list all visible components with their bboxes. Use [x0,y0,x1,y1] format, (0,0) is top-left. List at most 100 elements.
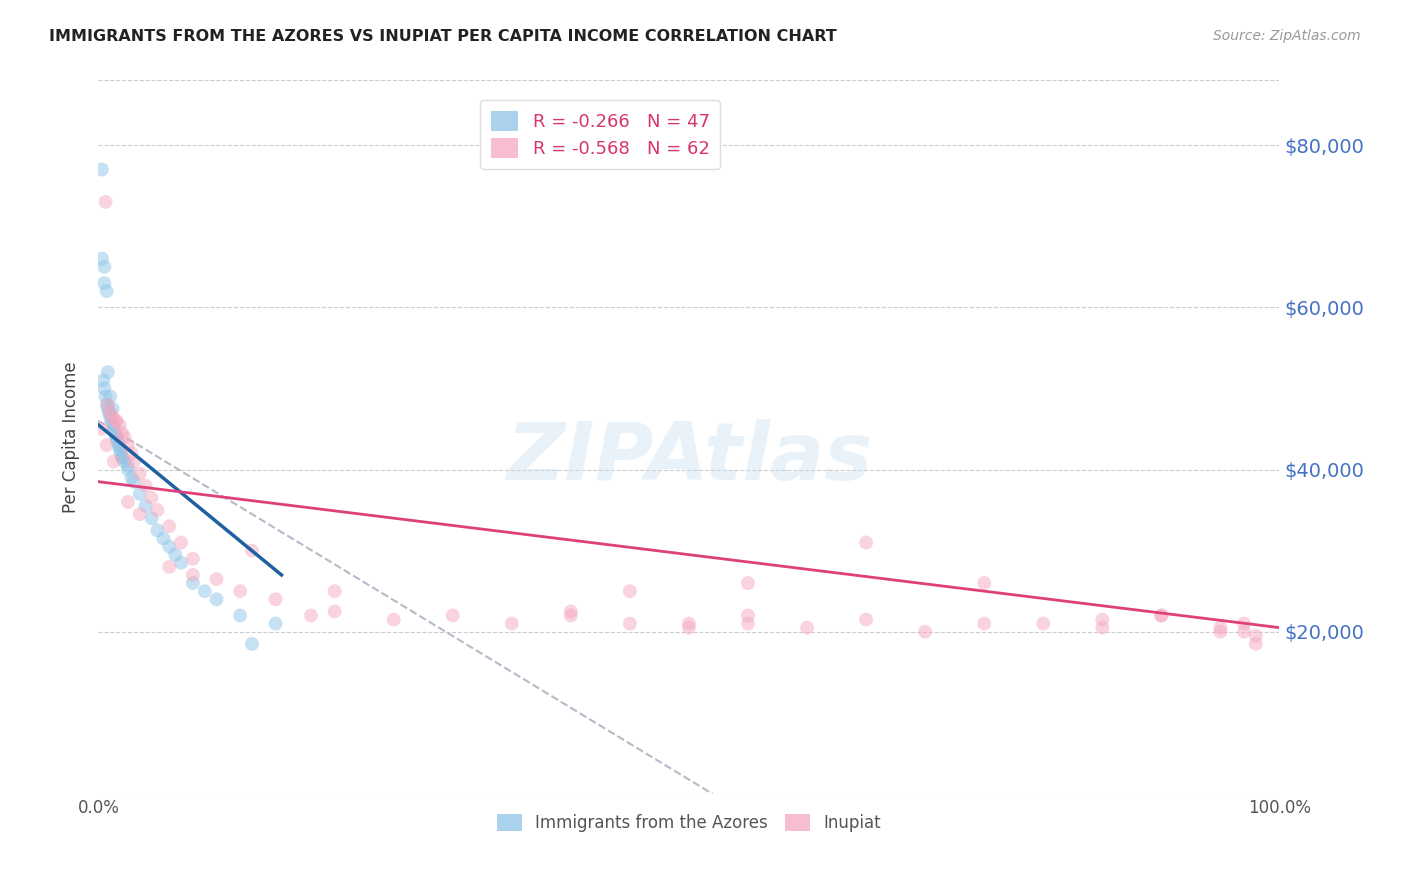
Point [1150,608,1173,623]
Point [157,559,180,574]
Point [91,252,114,266]
Point [91,162,114,177]
Point [117,495,139,509]
Point [1032,616,1054,631]
Point [170,556,193,570]
Point [157,540,180,554]
Point [678,616,700,631]
Point [122,454,145,468]
Text: Source: ZipAtlas.com: Source: ZipAtlas.com [1213,29,1361,43]
Point [103,454,125,468]
Point [110,446,132,460]
Point [205,572,228,586]
Point [105,414,128,428]
Point [323,604,346,618]
Point [97,365,120,379]
Point [1233,616,1256,631]
Point [737,616,759,631]
Point [98,406,121,420]
Point [205,592,228,607]
Point [128,507,150,521]
Point [94,194,117,209]
Point [501,616,523,631]
Point [93,381,115,395]
Text: IMMIGRANTS FROM THE AZORES VS INUPIAT PER CAPITA INCOME CORRELATION CHART: IMMIGRANTS FROM THE AZORES VS INUPIAT PE… [49,29,837,44]
Point [181,568,204,582]
Point [105,430,128,444]
Point [619,616,641,631]
Point [93,260,115,274]
Point [382,613,405,627]
Point [108,438,131,452]
Point [323,584,346,599]
Point [105,414,128,428]
Point [91,422,114,436]
Point [1091,621,1114,635]
Point [104,425,127,440]
Y-axis label: Per Capita Income: Per Capita Income [62,361,80,513]
Point [240,543,263,558]
Point [737,608,759,623]
Point [96,438,118,452]
Point [107,438,129,452]
Point [229,584,252,599]
Point [181,551,204,566]
Point [103,422,125,436]
Point [98,409,121,424]
Point [181,576,204,591]
Point [1244,629,1267,643]
Point [1150,608,1173,623]
Point [170,535,193,549]
Point [560,604,582,618]
Point [264,592,287,607]
Point [96,398,118,412]
Point [146,524,169,538]
Point [108,417,131,432]
Point [111,425,134,440]
Point [105,430,128,444]
Point [855,613,877,627]
Point [111,450,134,465]
Point [128,467,150,481]
Point [678,621,700,635]
Point [121,446,143,460]
Point [141,491,163,505]
Point [97,398,120,412]
Point [117,438,139,452]
Point [194,584,217,599]
Point [122,475,145,489]
Point [240,637,263,651]
Point [94,390,117,404]
Point [112,430,135,444]
Point [112,454,135,468]
Point [264,616,287,631]
Point [91,373,114,387]
Text: ZIPAtlas: ZIPAtlas [506,419,872,498]
Point [973,576,995,591]
Point [146,503,169,517]
Point [560,608,582,623]
Point [108,442,131,457]
Legend: Immigrants from the Azores, Inupiat: Immigrants from the Azores, Inupiat [491,807,887,839]
Point [441,608,464,623]
Point [96,284,118,298]
Point [98,406,121,420]
Point [97,401,120,416]
Point [135,499,157,513]
Point [93,276,115,290]
Point [1091,613,1114,627]
Point [128,487,150,501]
Point [737,576,759,591]
Point [973,616,995,631]
Point [299,608,322,623]
Point [101,409,124,424]
Point [101,401,124,416]
Point [121,470,143,484]
Point [135,479,157,493]
Point [105,434,128,449]
Point [100,414,122,428]
Point [117,462,139,476]
Point [619,584,641,599]
Point [141,511,163,525]
Point [152,532,174,546]
